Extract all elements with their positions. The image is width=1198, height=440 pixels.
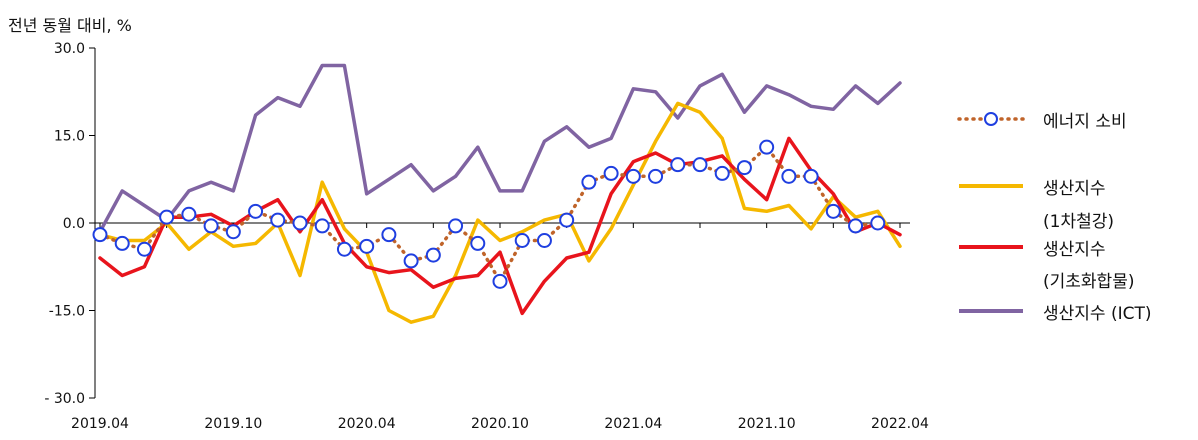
y-tick-label: 30.0 <box>54 41 85 57</box>
series-energy-point <box>648 168 664 184</box>
series-energy-point <box>848 218 864 234</box>
series-energy-point <box>870 215 886 231</box>
legend-sublabel-steel: (1차철강) <box>1043 212 1115 232</box>
legend-swatch-ict <box>959 309 1023 313</box>
series-energy-point <box>181 206 197 222</box>
x-tick-label: 2021.04 <box>604 416 662 432</box>
y-tick-label: 0.0 <box>63 216 85 232</box>
x-tick-label: 2019.10 <box>204 416 262 432</box>
legend-label-ict: 생산지수 (ICT) <box>1043 303 1152 324</box>
series-energy-point <box>470 235 486 251</box>
series-energy-point <box>159 209 175 225</box>
legend-swatch-chemical <box>959 245 1023 249</box>
series-energy-point <box>803 168 819 184</box>
series-energy-point <box>92 227 108 243</box>
series-ict-line <box>98 63 902 234</box>
series-energy-point <box>336 241 352 257</box>
series-energy-point <box>781 168 797 184</box>
x-tick-label: 2021.10 <box>738 416 796 432</box>
series-energy-point <box>359 238 375 254</box>
legend-item-energy: 에너지 소비 <box>955 104 1127 134</box>
series-energy-point <box>692 157 708 173</box>
series-energy-point <box>759 139 775 155</box>
series-energy-point <box>536 233 552 248</box>
series-energy-point <box>448 218 464 234</box>
series-energy-point <box>581 174 597 190</box>
legend-item-steel: 생산지수 <box>955 171 1106 201</box>
legend-label-steel: 생산지수 <box>1043 178 1106 199</box>
y-tick-label: -15.0 <box>49 304 85 320</box>
series-energy-point <box>825 203 841 219</box>
series-energy-point <box>403 253 419 269</box>
series-energy-point <box>270 212 286 228</box>
series-energy-point <box>225 224 241 240</box>
series-energy-point <box>425 247 441 263</box>
y-tick-label: 15.0 <box>54 129 85 145</box>
series-energy-point <box>203 218 219 234</box>
series-energy-point <box>670 157 686 173</box>
legend-label-chemical: 생산지수 <box>1043 239 1106 260</box>
legend-swatch-steel <box>959 184 1023 188</box>
series-energy-point <box>248 203 264 219</box>
y-tick-label: - 30.0 <box>44 391 85 407</box>
series-energy-point <box>136 241 152 257</box>
series-energy-point <box>492 273 508 289</box>
x-tick-label: 2020.04 <box>338 416 396 432</box>
series-energy-point <box>603 165 619 181</box>
series-energy-point <box>514 233 530 248</box>
series-energy-point <box>625 168 641 184</box>
x-tick-label: 2020.10 <box>471 416 529 432</box>
legend-item-chemical: 생산지수 <box>955 232 1106 262</box>
x-tick-label: 2022.04 <box>871 416 929 432</box>
series-energy-point <box>381 227 397 243</box>
legend-sublabel-chemical: (기초화합물) <box>1043 272 1135 292</box>
series-energy-point <box>314 218 330 234</box>
series-energy-point <box>714 165 730 181</box>
series-energy-point <box>114 235 130 251</box>
legend-item-ict: 생산지수 (ICT) <box>955 296 1152 326</box>
series-steel-line <box>98 101 902 324</box>
legend-swatch-energy <box>957 112 1025 126</box>
legend-label-energy: 에너지 소비 <box>1043 111 1127 132</box>
series-energy-point <box>292 215 308 231</box>
series-energy-point <box>559 212 575 228</box>
unit-label: 전년 동월 대비, % <box>8 16 132 35</box>
series-energy-point <box>736 160 752 176</box>
x-tick-label: 2019.04 <box>71 416 129 432</box>
